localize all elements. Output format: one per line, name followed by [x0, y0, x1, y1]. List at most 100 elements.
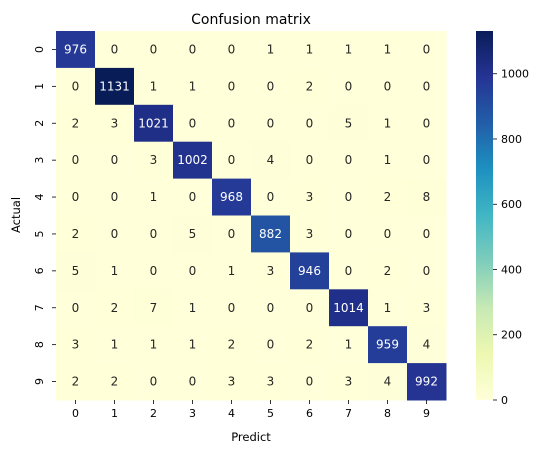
y-tick-label: 3 — [33, 157, 46, 164]
cell-value-label: 1 — [228, 264, 236, 278]
heatmap-cell — [134, 215, 174, 253]
heatmap-cell — [329, 141, 369, 180]
heatmap-cell — [95, 215, 135, 253]
cell-value-label: 2 — [72, 227, 80, 241]
heatmap-cell — [329, 252, 369, 290]
heatmap-cell — [290, 141, 330, 180]
cell-value-label: 0 — [150, 264, 158, 278]
cell-value-label: 2 — [384, 190, 392, 204]
heatmap-cell — [212, 31, 252, 69]
cell-value-label: 0 — [384, 79, 392, 93]
cell-value-label: 4 — [423, 338, 431, 352]
cell-value-label: 0 — [423, 116, 431, 130]
heatmap-cell — [212, 289, 252, 327]
heatmap-cell — [290, 252, 330, 290]
heatmap-cell — [251, 178, 291, 216]
heatmap-cells: 976 0 0 0 0 1 1 1 1 00 1131 1 1 0 0 2 0 0 02 3 1021 0 0 0 0 5 1 00 0… — [56, 31, 447, 401]
cell-value-label: 0 — [111, 153, 119, 167]
heatmap-cell — [251, 215, 291, 253]
cell-value-label: 0 — [306, 116, 314, 130]
x-tick-label: 7 — [345, 407, 352, 420]
heatmap-cell — [212, 141, 252, 180]
cell-value-label: 3 — [267, 264, 275, 278]
y-tick-label: 4 — [33, 194, 46, 201]
cell-value-label: 1 — [345, 42, 353, 56]
y-tick-label: 6 — [33, 267, 46, 274]
cell-value-label: 0 — [72, 79, 80, 93]
heatmap-cell — [173, 31, 213, 69]
heatmap-cell — [251, 289, 291, 327]
cell-value-label: 0 — [189, 42, 197, 56]
heatmap-cell — [407, 326, 447, 364]
heatmap-cell — [56, 252, 96, 290]
y-axis-ticks: 0 1 2 3 4 5 6 7 8 9 — [33, 46, 56, 385]
cell-value-label: 0 — [267, 338, 275, 352]
heatmap-cell — [212, 215, 252, 253]
cell-value-label: 0 — [345, 190, 353, 204]
heatmap-cell — [56, 104, 96, 143]
heatmap-cell — [134, 104, 174, 143]
heatmap-cell — [95, 252, 135, 290]
cell-value-label: 0 — [267, 301, 275, 315]
heatmap-cell — [290, 289, 330, 327]
heatmap-cell — [173, 215, 213, 253]
heatmap-cell — [134, 178, 174, 216]
heatmap-cell — [95, 363, 135, 401]
cell-value-label: 0 — [72, 153, 80, 167]
cell-value-label: 3 — [267, 375, 275, 389]
heatmap-cell — [290, 104, 330, 143]
heatmap-cell — [368, 289, 408, 327]
y-axis-label: Actual — [9, 197, 23, 233]
heatmap-cell — [407, 67, 447, 106]
cell-value-label: 959 — [376, 338, 399, 352]
cell-value-label: 0 — [228, 153, 236, 167]
cell-value-label: 3 — [306, 227, 314, 241]
heatmap-cell — [329, 31, 369, 69]
heatmap-cell — [212, 178, 252, 216]
cell-value-label: 5 — [345, 116, 353, 130]
heatmap-cell — [134, 67, 174, 106]
heatmap-cell — [173, 141, 213, 180]
heatmap-cell — [56, 31, 96, 69]
cell-value-label: 0 — [306, 301, 314, 315]
cell-value-label: 976 — [64, 42, 87, 56]
heatmap-cell — [368, 252, 408, 290]
cell-value-label: 1 — [384, 42, 392, 56]
cell-value-label: 882 — [259, 227, 282, 241]
cell-value-label: 1 — [189, 301, 197, 315]
y-tick-label: 8 — [33, 341, 46, 348]
cell-value-label: 0 — [345, 264, 353, 278]
cell-value-label: 5 — [72, 264, 80, 278]
x-axis-ticks: 0 1 2 3 4 5 6 7 8 9 — [72, 400, 430, 420]
cell-value-label: 0 — [111, 42, 119, 56]
cell-value-label: 2 — [111, 301, 119, 315]
y-tick-label: 7 — [33, 304, 46, 311]
cell-value-label: 0 — [267, 79, 275, 93]
cell-value-label: 0 — [189, 190, 197, 204]
heatmap-cell — [212, 67, 252, 106]
cell-value-label: 0 — [423, 227, 431, 241]
heatmap-cell — [329, 289, 369, 327]
chart-title: Confusion matrix — [191, 12, 311, 28]
heatmap-cell — [56, 215, 96, 253]
x-tick-label: 1 — [111, 407, 118, 420]
heatmap-cell — [368, 31, 408, 69]
heatmap-cell — [251, 141, 291, 180]
y-tick-label: 9 — [33, 378, 46, 385]
heatmap-cell — [173, 289, 213, 327]
heatmap-cell — [95, 141, 135, 180]
colorbar — [476, 31, 493, 400]
heatmap-cell — [212, 252, 252, 290]
heatmap-cell — [173, 67, 213, 106]
heatmap-cell — [95, 289, 135, 327]
cell-value-label: 3 — [150, 153, 158, 167]
heatmap-cell — [95, 104, 135, 143]
x-tick-label: 9 — [423, 407, 430, 420]
cell-value-label: 5 — [189, 227, 197, 241]
heatmap-cell — [368, 215, 408, 253]
cell-value-label: 2 — [111, 375, 119, 389]
cell-value-label: 0 — [150, 375, 158, 389]
cell-value-label: 3 — [111, 116, 119, 130]
cell-value-label: 2 — [228, 338, 236, 352]
cell-value-label: 0 — [150, 42, 158, 56]
